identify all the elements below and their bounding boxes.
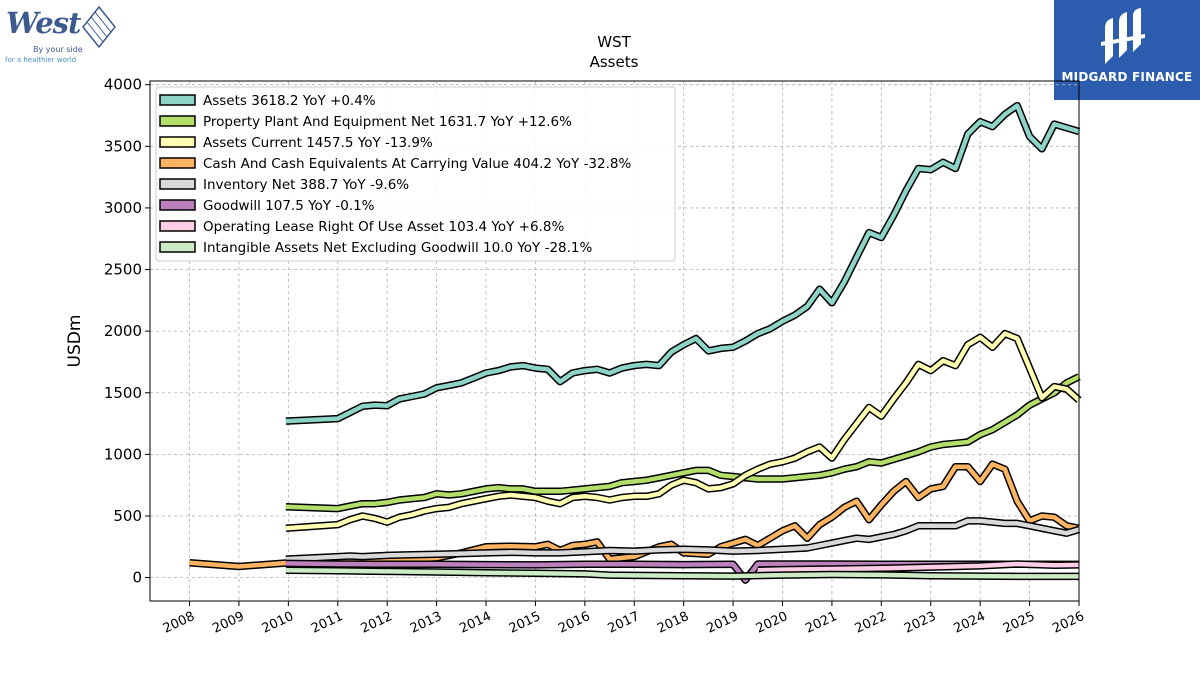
x-tick-label: 2019 xyxy=(704,609,740,637)
x-tick-label: 2022 xyxy=(853,609,889,637)
west-logo-subtagline: for a healthier world xyxy=(5,56,77,64)
chart-subtitle: Assets xyxy=(590,53,639,71)
legend-swatch xyxy=(159,136,196,148)
series-line xyxy=(285,518,1080,562)
x-tick-label: 2012 xyxy=(359,609,395,637)
legend-label: Assets 3618.2 YoY +0.4% xyxy=(203,93,376,109)
legend-label: Property Plant And Equipment Net 1631.7 … xyxy=(203,114,572,130)
y-tick-label: 1000 xyxy=(104,445,142,463)
x-tick-label: 2011 xyxy=(309,609,345,637)
y-tick-label: 3500 xyxy=(104,137,142,155)
x-tick-label: 2023 xyxy=(902,609,938,637)
series-lines xyxy=(189,101,1082,584)
x-tick-label: 2014 xyxy=(457,609,493,637)
x-tick-label: 2024 xyxy=(952,609,988,637)
midgard-emblem-icon xyxy=(1101,8,1145,64)
x-tick-label: 2026 xyxy=(1050,609,1086,637)
legend-swatch xyxy=(159,220,196,232)
legend-label: Cash And Cash Equivalents At Carrying Va… xyxy=(203,156,631,172)
x-tick-label: 2008 xyxy=(161,609,197,637)
x-tick-label: 2017 xyxy=(606,609,642,637)
legend-label: Inventory Net 388.7 YoY -9.6% xyxy=(203,177,409,193)
legend-swatch xyxy=(159,199,196,211)
legend-swatch xyxy=(159,241,196,253)
west-logo-diamond-icon xyxy=(82,6,116,48)
y-tick-label: 4000 xyxy=(104,76,142,94)
legend-label: Assets Current 1457.5 YoY -13.9% xyxy=(203,135,433,151)
y-tick-label: 2000 xyxy=(104,322,142,340)
chart-title: WST xyxy=(597,33,631,51)
series-line xyxy=(757,561,1080,573)
y-tick-label: 1500 xyxy=(104,384,142,402)
x-tick-label: 2021 xyxy=(803,609,839,637)
y-tick-label: 0 xyxy=(132,569,142,587)
legend: Assets 3618.2 YoY +0.4% Property Plant An… xyxy=(155,86,676,262)
west-logo-tagline: By your side xyxy=(33,45,83,54)
y-tick-label: 500 xyxy=(113,507,142,525)
series-line xyxy=(285,567,1079,579)
x-tick-label: 2018 xyxy=(655,609,691,637)
x-tick-label: 2015 xyxy=(507,609,543,637)
series-line xyxy=(285,331,1081,531)
legend-swatch xyxy=(159,157,196,169)
x-tick-label: 2010 xyxy=(260,609,296,637)
legend-label: Intangible Assets Net Excluding Goodwill… xyxy=(203,240,593,256)
legend-swatch xyxy=(159,115,196,127)
legend-swatch xyxy=(159,178,196,190)
midgard-wordmark: MIDGARD FINANCE xyxy=(1061,70,1193,84)
west-logo: West By your side for a healthier world xyxy=(4,4,116,66)
legend-label: Goodwill 107.5 YoY -0.1% xyxy=(203,198,375,214)
x-tick-label: 2016 xyxy=(556,609,592,637)
plot-frame xyxy=(149,80,1080,602)
x-tick-label: 2009 xyxy=(210,609,246,637)
x-tick-label: 2025 xyxy=(1001,609,1037,637)
y-tick-label: 2500 xyxy=(104,261,142,279)
series-line xyxy=(285,374,1081,511)
y-tick-label: 3000 xyxy=(104,199,142,217)
series-line xyxy=(189,461,1080,569)
y-axis: 0 500 1000 1500 2000 2500 3000 3500 4000 xyxy=(104,76,150,587)
x-axis: 2008 2009 2010 2011 2012 2013 2014 2015 2016 2017… xyxy=(161,601,1087,637)
y-axis-label: USDm xyxy=(65,315,85,368)
legend-swatch xyxy=(159,94,196,106)
legend-box xyxy=(155,86,676,262)
legend-label: Operating Lease Right Of Use Asset 103.4… xyxy=(203,219,564,235)
series-line xyxy=(285,103,1080,424)
west-logo-word: West xyxy=(6,6,81,40)
x-tick-label: 2020 xyxy=(754,609,790,637)
midgard-finance-logo: MIDGARD FINANCE xyxy=(1054,0,1200,100)
x-tick-label: 2013 xyxy=(408,609,444,637)
